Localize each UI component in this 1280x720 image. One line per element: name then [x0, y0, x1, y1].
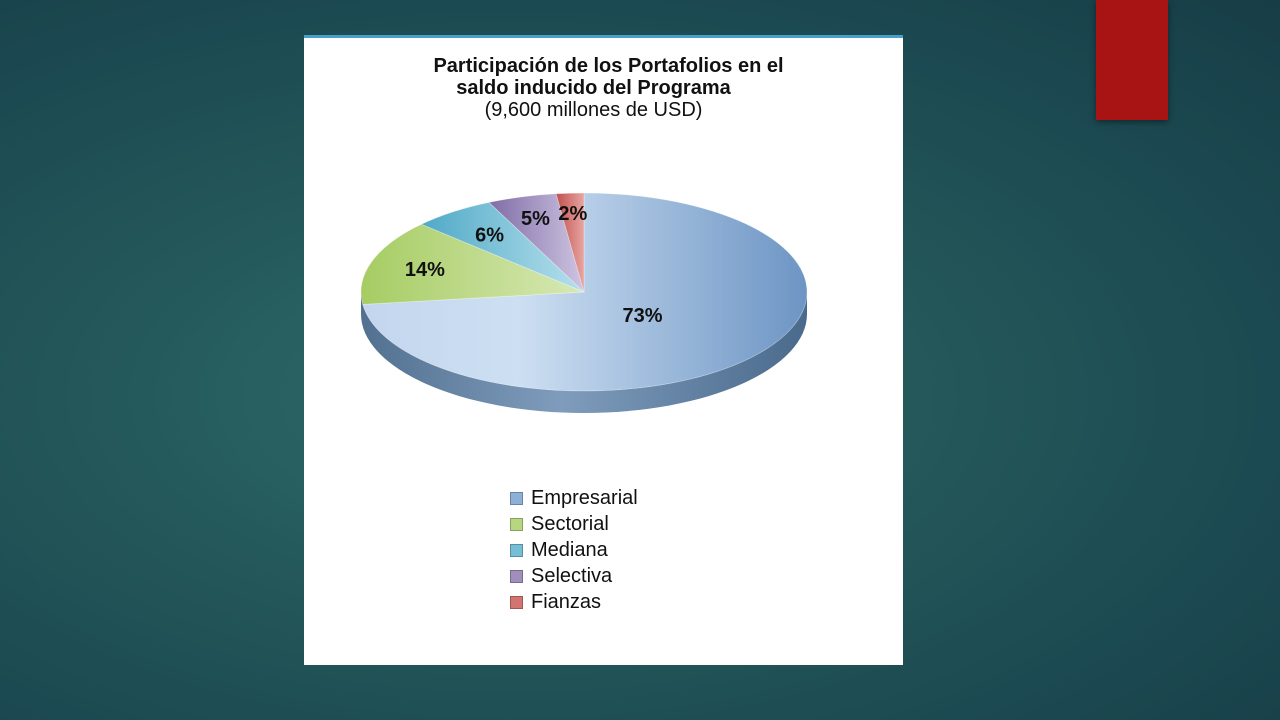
- legend-swatch: [510, 491, 523, 505]
- legend-item-fianzas: Fianzas: [510, 589, 638, 615]
- data-label-fianzas: 2%: [558, 203, 587, 225]
- legend-item-mediana: Mediana: [510, 537, 638, 563]
- data-label-empresarial: 73%: [623, 305, 663, 327]
- legend-swatch: [510, 543, 523, 557]
- chart-title: Participación de los Portafolios en el s…: [304, 55, 903, 121]
- pie-slice-empresarial: [362, 192, 808, 392]
- chart-title-line-1: Participación de los Portafolios en el: [433, 55, 784, 77]
- legend-label: Sectorial: [531, 512, 609, 535]
- pie-slice-selectiva: [488, 193, 585, 294]
- legend-label: Mediana: [531, 538, 608, 561]
- pie-chart: 73% 14% 6% 5% 2%: [360, 192, 808, 413]
- legend-swatch: [510, 595, 523, 609]
- red-accent-tab: [1096, 0, 1168, 120]
- data-label-mediana: 6%: [475, 224, 504, 246]
- legend-swatch: [510, 517, 523, 531]
- chart-panel: Participación de los Portafolios en el s…: [304, 35, 903, 665]
- pie-slice-mediana: [420, 201, 585, 293]
- legend-item-selectiva: Selectiva: [510, 563, 638, 589]
- legend-label: Fianzas: [531, 590, 602, 613]
- pie-depth: [361, 292, 807, 413]
- legend-item-sectorial: Sectorial: [510, 511, 638, 537]
- legend-swatch: [510, 569, 523, 583]
- chart-subtitle: (9,600 millones de USD): [484, 99, 703, 121]
- legend-label: Selectiva: [531, 564, 613, 587]
- pie-slice-sectorial: [360, 223, 585, 305]
- pie-side-empresarial: [361, 292, 807, 413]
- pie-slice-fianzas: [555, 192, 585, 293]
- legend-label: Empresarial: [531, 486, 638, 509]
- legend: Empresarial Sectorial Mediana Selectiva …: [510, 485, 638, 615]
- panel-top-border: [304, 35, 903, 38]
- chart-title-line-2: saldo inducido del Programa: [456, 77, 731, 99]
- data-label-selectiva: 5%: [521, 208, 550, 230]
- legend-item-empresarial: Empresarial: [510, 485, 638, 511]
- data-label-sectorial: 14%: [405, 259, 445, 281]
